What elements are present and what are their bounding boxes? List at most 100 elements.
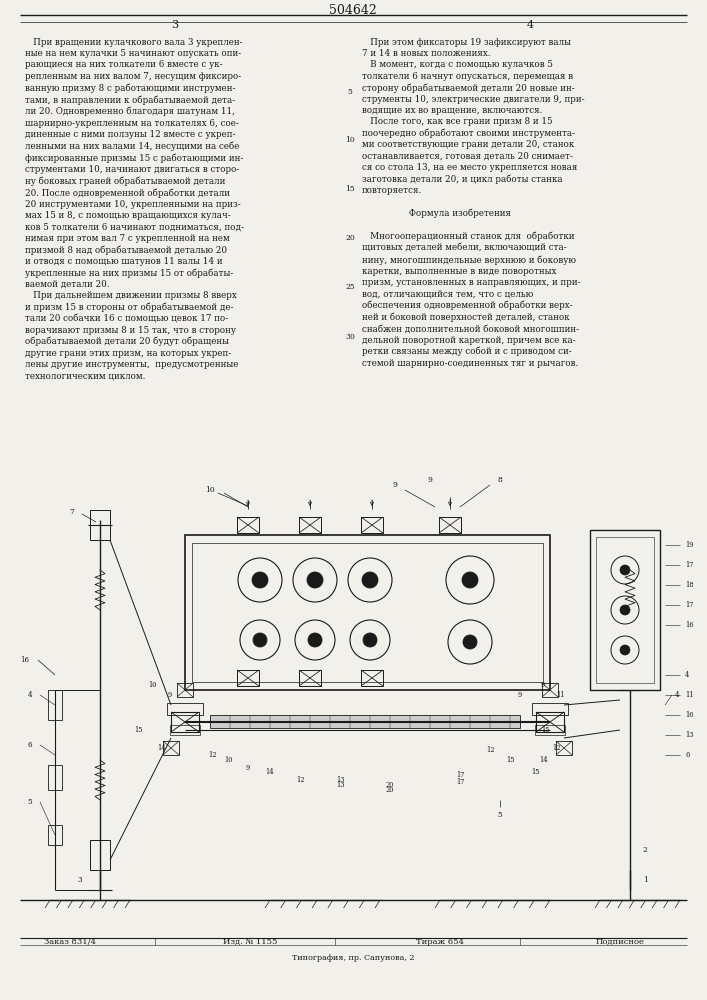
Text: 10: 10 bbox=[148, 681, 156, 689]
Text: 10: 10 bbox=[345, 136, 355, 144]
Circle shape bbox=[307, 572, 323, 588]
Text: 12: 12 bbox=[551, 744, 560, 752]
Bar bbox=[361, 670, 383, 686]
Text: 5: 5 bbox=[28, 798, 33, 806]
Bar bbox=[542, 683, 558, 697]
Circle shape bbox=[463, 635, 477, 649]
Text: 16: 16 bbox=[21, 656, 30, 664]
Bar bbox=[48, 765, 62, 790]
Text: 10: 10 bbox=[224, 756, 232, 764]
Bar bbox=[299, 670, 321, 686]
Text: 3: 3 bbox=[171, 20, 179, 30]
Text: 4: 4 bbox=[685, 671, 689, 679]
Text: 15: 15 bbox=[531, 768, 539, 776]
Text: 10: 10 bbox=[205, 486, 215, 494]
Text: 11: 11 bbox=[556, 691, 564, 699]
Text: 14: 14 bbox=[539, 756, 549, 764]
Bar bbox=[237, 517, 259, 533]
Text: 17: 17 bbox=[456, 771, 464, 779]
Circle shape bbox=[620, 605, 630, 615]
Bar bbox=[535, 725, 565, 735]
Text: 6: 6 bbox=[685, 751, 689, 759]
Text: Тираж 654: Тираж 654 bbox=[416, 938, 464, 946]
Text: 17: 17 bbox=[685, 601, 694, 609]
Bar bbox=[532, 703, 568, 715]
Text: 3: 3 bbox=[78, 876, 82, 884]
Text: Изд. № 1155: Изд. № 1155 bbox=[223, 938, 277, 946]
Text: 15: 15 bbox=[541, 726, 549, 734]
Text: При этом фиксаторы 19 зафиксируют валы
7 и 14 в новых положениях.
   В момент, к: При этом фиксаторы 19 зафиксируют валы 7… bbox=[362, 38, 585, 368]
Text: 6: 6 bbox=[28, 741, 33, 749]
Text: 4: 4 bbox=[675, 691, 679, 699]
Text: 8: 8 bbox=[498, 476, 503, 484]
Circle shape bbox=[620, 645, 630, 655]
Bar bbox=[299, 517, 321, 533]
Text: 12: 12 bbox=[486, 746, 494, 754]
Text: 20: 20 bbox=[345, 234, 355, 242]
Bar bbox=[596, 537, 654, 683]
Text: 14: 14 bbox=[158, 744, 166, 752]
Bar bbox=[171, 712, 199, 732]
Text: Заказ 831/4: Заказ 831/4 bbox=[44, 938, 96, 946]
Bar bbox=[177, 683, 193, 697]
Text: 16: 16 bbox=[685, 621, 694, 629]
Bar bbox=[170, 725, 200, 735]
Text: 9: 9 bbox=[168, 691, 172, 699]
Bar bbox=[361, 517, 383, 533]
Text: 25: 25 bbox=[345, 283, 355, 291]
Text: 17: 17 bbox=[685, 561, 694, 569]
Text: 15: 15 bbox=[506, 756, 514, 764]
Circle shape bbox=[363, 633, 377, 647]
Circle shape bbox=[462, 572, 478, 588]
Text: 11: 11 bbox=[685, 691, 694, 699]
Bar bbox=[439, 517, 461, 533]
Text: 4: 4 bbox=[28, 691, 33, 699]
Text: 5: 5 bbox=[498, 811, 502, 819]
Bar bbox=[536, 712, 564, 732]
Text: 504642: 504642 bbox=[329, 3, 377, 16]
Text: 13: 13 bbox=[336, 781, 344, 789]
Circle shape bbox=[620, 565, 630, 575]
Text: 2: 2 bbox=[643, 846, 648, 854]
Text: 9: 9 bbox=[518, 691, 522, 699]
Text: 16: 16 bbox=[685, 711, 694, 719]
Circle shape bbox=[252, 572, 268, 588]
Text: 9: 9 bbox=[428, 476, 433, 484]
Bar bbox=[167, 703, 203, 715]
Text: 20: 20 bbox=[386, 781, 395, 789]
Text: Подписное: Подписное bbox=[595, 938, 645, 946]
Text: 13: 13 bbox=[336, 776, 344, 784]
Text: 1: 1 bbox=[643, 876, 648, 884]
Text: 18: 18 bbox=[685, 581, 694, 589]
Bar bbox=[48, 690, 62, 720]
Bar bbox=[192, 543, 543, 682]
Text: 17: 17 bbox=[456, 778, 464, 786]
Text: 9: 9 bbox=[541, 681, 545, 689]
Bar bbox=[90, 510, 110, 540]
Text: 9: 9 bbox=[392, 481, 397, 489]
Bar bbox=[590, 530, 660, 690]
Circle shape bbox=[253, 633, 267, 647]
Text: 4: 4 bbox=[527, 20, 534, 30]
Text: 13: 13 bbox=[685, 731, 694, 739]
Text: 12: 12 bbox=[296, 776, 304, 784]
Text: 30: 30 bbox=[345, 333, 355, 341]
Text: 7: 7 bbox=[69, 508, 74, 516]
Bar bbox=[556, 741, 572, 755]
Text: 19: 19 bbox=[685, 541, 694, 549]
Text: 5: 5 bbox=[348, 88, 352, 96]
Circle shape bbox=[362, 572, 378, 588]
Bar bbox=[237, 670, 259, 686]
Text: 12: 12 bbox=[208, 751, 216, 759]
Text: 9: 9 bbox=[246, 764, 250, 772]
Bar bbox=[185, 535, 550, 690]
Bar bbox=[163, 741, 179, 755]
Bar bbox=[48, 825, 62, 845]
Circle shape bbox=[308, 633, 322, 647]
Text: При вращении кулачкового вала 3 укреплен-
ные на нем кулачки 5 начинают опускать: При вращении кулачкового вала 3 укреплен… bbox=[25, 38, 244, 380]
Text: 14: 14 bbox=[266, 768, 274, 776]
Bar bbox=[210, 715, 520, 728]
Text: 20: 20 bbox=[386, 786, 395, 794]
Text: Типография, пр. Сапунова, 2: Типография, пр. Сапунова, 2 bbox=[292, 954, 414, 962]
Text: 15: 15 bbox=[345, 185, 355, 193]
